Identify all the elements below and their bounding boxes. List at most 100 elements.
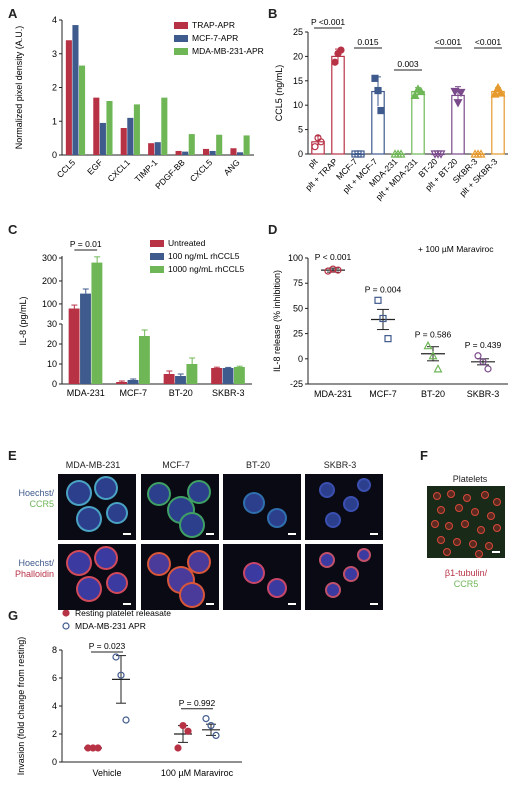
legend-swatch xyxy=(150,253,164,260)
data-point xyxy=(94,744,102,752)
y-tick-label: 4 xyxy=(52,701,57,711)
bar xyxy=(80,293,91,384)
y-tick-label: 75 xyxy=(293,278,303,288)
data-point xyxy=(423,340,433,350)
data-point xyxy=(474,352,482,360)
micrograph xyxy=(141,474,219,540)
y-tick-label: 200 xyxy=(42,276,57,286)
legend-marker xyxy=(62,610,70,617)
platelet xyxy=(447,490,455,498)
bar xyxy=(233,367,245,384)
platelets-title: Platelets xyxy=(452,474,488,484)
bar xyxy=(138,336,150,384)
scale-bar xyxy=(288,533,296,535)
column-label-skbr-3: SKBR-3 xyxy=(323,460,357,470)
data-point xyxy=(331,58,339,66)
bar xyxy=(99,122,106,155)
platelet xyxy=(443,548,451,556)
bar xyxy=(120,128,127,155)
data-point xyxy=(374,86,382,95)
chart-d: -25 0 25 50 75 100 IL-8 release (% inhibition)… xyxy=(272,244,508,399)
bar xyxy=(72,25,79,155)
y-tick-label: 100 xyxy=(288,253,303,263)
micrograph xyxy=(305,474,383,540)
legend-marker xyxy=(62,622,70,630)
legend-label: Resting platelet releasate xyxy=(75,610,171,618)
y-tick-label: 2 xyxy=(52,729,57,739)
x-tick-label: TIMP-1 xyxy=(133,157,160,184)
maraviroc-note: + 100 µM Maraviroc xyxy=(418,244,494,254)
bar xyxy=(236,152,244,155)
bar xyxy=(68,308,80,384)
y-tick-label: 10 xyxy=(47,359,57,369)
scale-bar xyxy=(123,603,131,605)
row-label-phalloidin: Hoechst/ Phalloidin xyxy=(14,558,54,579)
platelet xyxy=(493,524,501,532)
bar xyxy=(65,40,72,155)
scale-bar xyxy=(206,603,214,605)
cell xyxy=(78,578,100,600)
data-point xyxy=(410,90,420,100)
platelet xyxy=(485,542,493,550)
cell xyxy=(149,484,169,504)
scale-bar xyxy=(288,603,296,605)
micrograph xyxy=(305,544,383,610)
y-tick-label: 1 xyxy=(52,116,57,126)
data-point xyxy=(450,87,460,97)
chart-g: 0 2 4 6 8 Invasion (fold change from resting)… xyxy=(16,610,242,778)
data-point xyxy=(317,138,325,146)
data-point xyxy=(456,88,466,98)
platelet xyxy=(461,520,469,528)
bar xyxy=(182,151,189,155)
bar xyxy=(116,382,128,384)
y-tick-label: 0 xyxy=(52,757,57,767)
platelet xyxy=(469,540,477,548)
y-tick-label: 15 xyxy=(293,76,303,86)
data-point xyxy=(357,150,365,158)
y-tick-label: 3 xyxy=(52,49,57,59)
platelet xyxy=(433,492,441,500)
p-value-label: P < 0.001 xyxy=(315,252,352,262)
legend-swatch xyxy=(174,22,188,29)
data-point xyxy=(436,150,446,159)
bar xyxy=(211,368,223,384)
data-point xyxy=(379,314,387,323)
cell xyxy=(78,508,100,530)
x-tick-label: plt xyxy=(306,156,320,170)
data-point xyxy=(493,82,503,92)
bar xyxy=(175,376,186,384)
data-point xyxy=(453,99,463,108)
data-point xyxy=(179,721,187,730)
bar xyxy=(133,104,140,155)
y-tick-label: 25 xyxy=(293,329,303,339)
platelet xyxy=(471,508,479,516)
micrograph xyxy=(141,544,219,610)
column-label-mcf-7: MCF-7 xyxy=(162,460,190,470)
bar xyxy=(230,148,237,155)
bar xyxy=(106,101,113,155)
x-tick-label: MDA-231 xyxy=(314,389,352,399)
y-tick-label: 30 xyxy=(47,319,57,329)
bar xyxy=(154,142,161,155)
data-point xyxy=(202,714,210,723)
bar xyxy=(186,364,198,384)
legend-swatch xyxy=(150,266,164,273)
y-axis-label: CCL5 (ng/mL) xyxy=(274,65,284,122)
y-axis-label: IL-8 release (% inhibition) xyxy=(272,270,282,372)
cell xyxy=(68,552,90,574)
p-value-label: P = 0.01 xyxy=(70,239,102,249)
platelet xyxy=(475,550,483,558)
bar xyxy=(161,97,168,155)
x-tick-label: CXCL1 xyxy=(106,157,133,184)
cell xyxy=(189,552,209,572)
cell xyxy=(345,568,357,580)
scale-bar xyxy=(370,533,378,535)
cell xyxy=(245,564,263,582)
y-tick-label: 300 xyxy=(42,253,57,263)
platelet xyxy=(463,494,471,502)
data-point xyxy=(117,671,125,679)
chart-c: 0 10 20 30 100 200 300 IL-8 (pg/mL) MDA-231 MCF-7… xyxy=(18,238,252,398)
y-tick-label: 0 xyxy=(52,150,57,160)
bar xyxy=(79,65,86,155)
x-tick-label: EGF xyxy=(85,157,104,176)
